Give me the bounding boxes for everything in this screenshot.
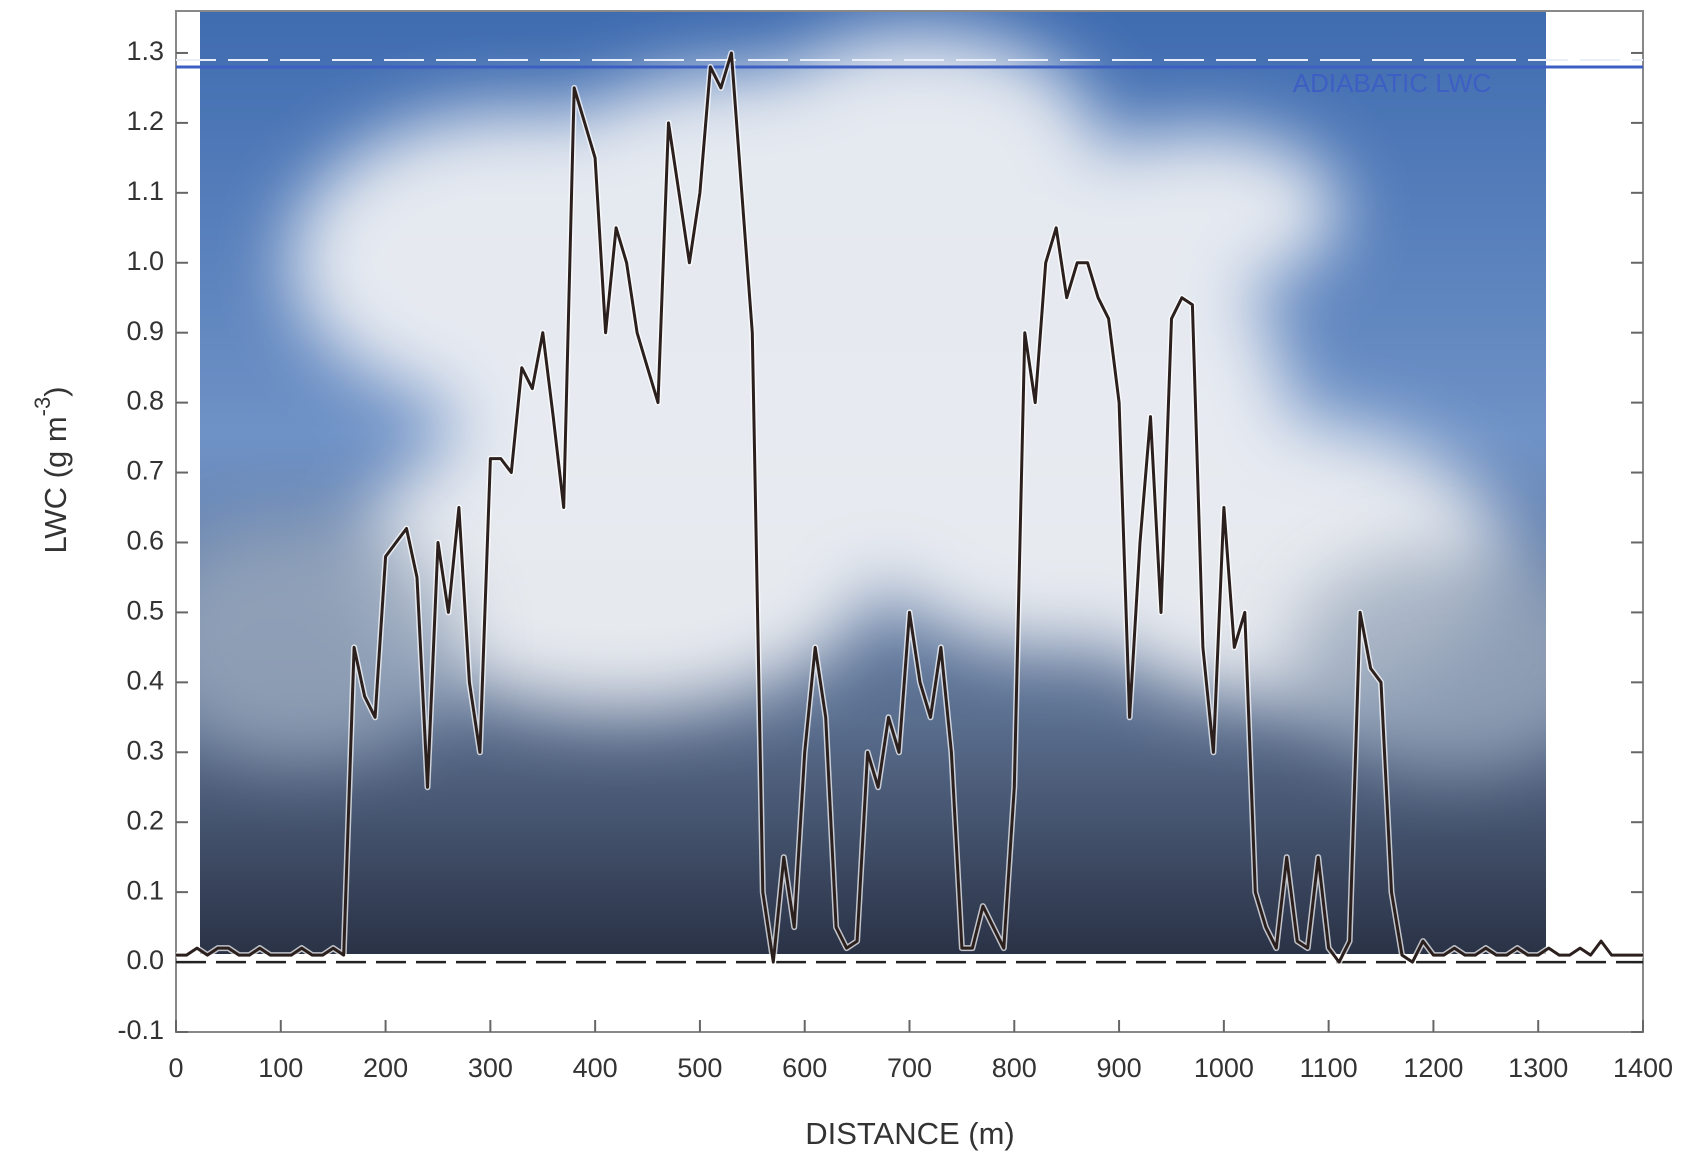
- y-tick-label: 1.0: [126, 246, 164, 276]
- y-tick-label: 0.6: [126, 526, 164, 556]
- y-tick-label: -0.1: [117, 1015, 164, 1045]
- x-tick-label: 1400: [1613, 1053, 1673, 1083]
- annotation: ADIABATIC LWC: [1293, 68, 1491, 98]
- y-tick-label: 0.2: [126, 805, 164, 835]
- x-tick-label: 1200: [1403, 1053, 1463, 1083]
- x-tick-label: 800: [992, 1053, 1037, 1083]
- x-tick-label: 1300: [1508, 1053, 1568, 1083]
- x-tick-label: 1100: [1300, 1053, 1358, 1083]
- x-tick-label: 400: [573, 1053, 618, 1083]
- y-axis-label: LWC (g m-3): [30, 386, 73, 553]
- y-tick-label: 1.1: [126, 176, 164, 206]
- y-label-superscript: -3: [30, 397, 55, 417]
- y-tick-label: 1.2: [126, 106, 164, 136]
- x-tick-label: 300: [468, 1053, 513, 1083]
- y-tick-label: 0.1: [126, 875, 164, 905]
- x-tick-label: 100: [258, 1053, 303, 1083]
- x-tick-label: 200: [363, 1053, 408, 1083]
- y-tick-label: 1.3: [126, 36, 164, 66]
- y-tick-label: 0.4: [126, 665, 164, 695]
- y-tick-label: 0.5: [126, 596, 164, 626]
- x-tick-label: 900: [1097, 1053, 1142, 1083]
- x-axis-label: DISTANCE (m): [805, 1116, 1015, 1151]
- y-tick-label: 0.8: [126, 386, 164, 416]
- x-tick-label: 700: [887, 1053, 932, 1083]
- y-tick-label: 0.7: [126, 456, 164, 486]
- x-tick-label: 0: [168, 1053, 183, 1083]
- x-tick-label: 1000: [1194, 1053, 1254, 1083]
- y-tick-label: 0.0: [126, 945, 164, 975]
- y-tick-label: 0.3: [126, 735, 164, 765]
- x-tick-label: 500: [677, 1053, 722, 1083]
- plot-layer: -0.1 0.0 0.1 0.2 0.3 0.4 0.5 0.6 0.7 0.8 0.9 1.0 1.1…: [117, 36, 1673, 1083]
- x-tick-label: 600: [782, 1053, 827, 1083]
- y-tick-label: 0.9: [126, 316, 164, 346]
- data-line: [176, 51, 1643, 964]
- y-label-text: LWC (g m: [38, 416, 73, 553]
- y-label-close: ): [38, 386, 73, 396]
